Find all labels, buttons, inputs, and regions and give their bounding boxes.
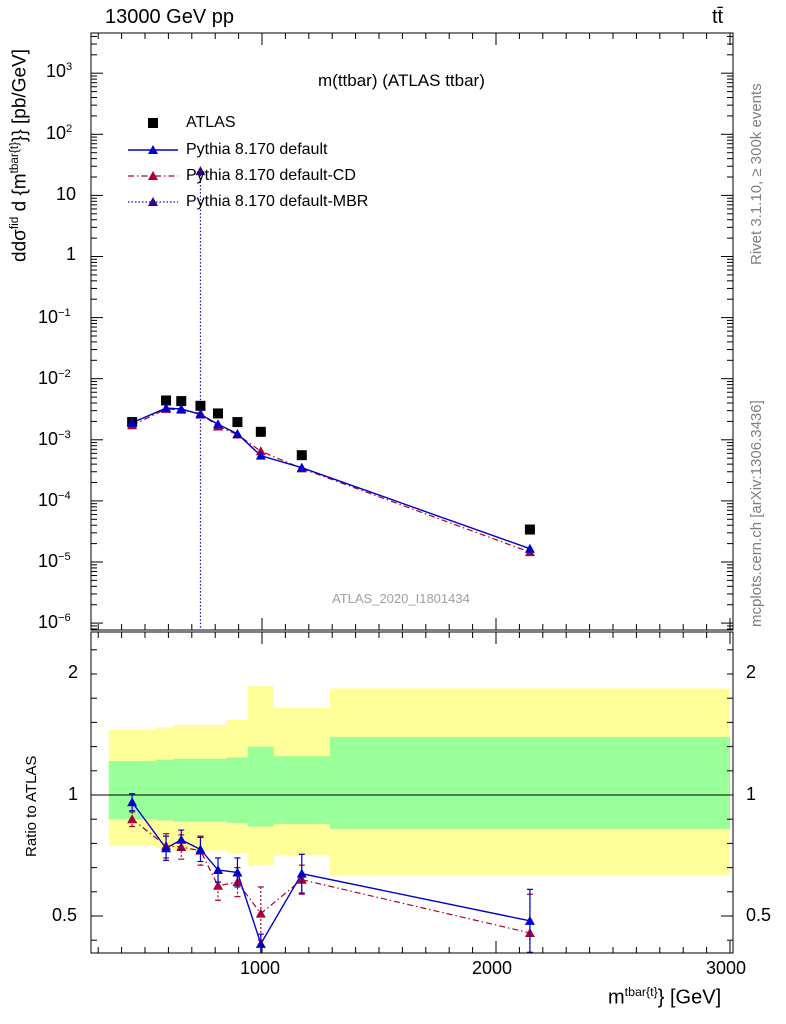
ratio-default-cd-point [127,814,138,824]
default-point [127,417,138,427]
ratio-default-point [161,843,172,853]
legend-label-default-cd: Pythia 8.170 default-CD [186,167,356,184]
ytick-1e-2: 10−2 [38,368,71,388]
ratio-ytick-right-0.5: 0.5 [746,905,772,925]
xlabel-sup: tbar{t} [624,985,658,999]
main-series-layer [127,166,535,630]
ratio-default-point [232,867,243,877]
legend-label-default: Pythia 8.170 default [186,141,328,158]
default-point [232,428,243,438]
ytick-1e-6: 10−6 [38,612,71,632]
default-point [296,462,307,472]
ratio-default-point [213,865,224,875]
ratio-default-point [524,915,535,925]
ytick-1e-4: 10−4 [38,490,71,510]
ylabel-d: d [9,251,31,262]
ylabel-numerator-sup: fid [8,216,21,230]
xlabel-base: m [608,986,625,1009]
ratio-default-point [296,868,307,878]
ylabel-denominator: d {m [9,173,31,212]
ytick-1000: 103 [46,61,73,81]
default-point [213,419,224,429]
ratio-series-layer [127,793,535,953]
mcplots-label: mcplots.cern.ch [arXiv:1306.3436] [748,400,765,627]
ratio-default-point [255,938,266,948]
rivet-version-label: Rivet 3.1.10, ≥ 300k events [748,83,765,265]
ratio-default-cd-point [213,880,224,890]
ytick-10: 10 [56,184,77,204]
axis-ticks [91,33,733,953]
legend-marker-default [148,145,158,154]
main-y-axis-label: ddσfid d {mtbar{t}}} [pb/GeV] [8,49,31,262]
legend-marker-default-mbr [148,197,158,206]
atlas-point [213,408,224,419]
default-series-line [131,407,531,550]
default-point [161,403,172,413]
ytick-1e-3: 10−3 [38,429,71,449]
band-inner [108,736,731,829]
atlas-point [232,417,243,428]
atlas-point [195,400,206,411]
ytick-1e-1: 10−1 [38,307,71,327]
default-point [524,543,535,553]
default-point [255,450,266,460]
ratio-ytick-2: 2 [68,662,79,682]
xtick-3000: 3000 [706,958,747,978]
atlas-point [255,426,266,437]
legend-markers [128,118,178,206]
mbr-point [195,166,206,176]
legend-marker-default-cd [148,171,158,180]
xtick-2000: 2000 [472,958,513,978]
ratio-default-cd-point [255,908,266,918]
ratio-y-axis-label: Ratio to ATLAS [23,755,40,857]
ratio-ytick-right-2: 2 [746,662,757,682]
ratio-default-point [127,797,138,807]
default-point [176,403,187,413]
xlabel-end: } [GeV] [657,986,722,1009]
ratio-default-point [176,834,187,844]
ratio-ytick-0.5: 0.5 [52,905,78,925]
default-cd-series-line [131,408,531,553]
ytick-1e-5: 10−5 [38,551,71,571]
header-right-label: tt̄ [712,6,724,28]
xtick-1000: 1000 [240,958,281,978]
ratio-uncertainty-bands [108,686,731,875]
atlas-point [296,450,307,461]
ytick-1: 1 [66,244,77,264]
ylabel-denominator-end: }} [pb/GeV] [9,49,31,142]
ratio-ytick-right-1: 1 [746,784,757,804]
ratio-panel-frame [90,631,734,954]
atlas-point [161,395,172,406]
analysis-watermark: ATLAS_2020_I1801434 [332,591,470,606]
ytick-100: 102 [46,123,73,143]
plot-title: m(ttbar) (ATLAS ttbar) [318,71,485,90]
ratio-default-point [195,844,206,854]
default-point [195,409,206,419]
ylabel-denominator-sup: tbar{t} [8,141,21,174]
x-axis-label: mtbar{t}} [GeV] [608,985,721,1010]
ylabel-numerator: dσ [9,229,31,252]
atlas-point [524,524,535,535]
ratio-ytick-1: 1 [68,784,79,804]
header-left-label: 13000 GeV pp [105,6,234,28]
legend-label-default-mbr: Pythia 8.170 default-MBR [186,193,369,210]
legend-label-atlas: ATLAS [186,114,236,131]
legend-marker-atlas [148,118,158,128]
atlas-point [176,396,187,407]
